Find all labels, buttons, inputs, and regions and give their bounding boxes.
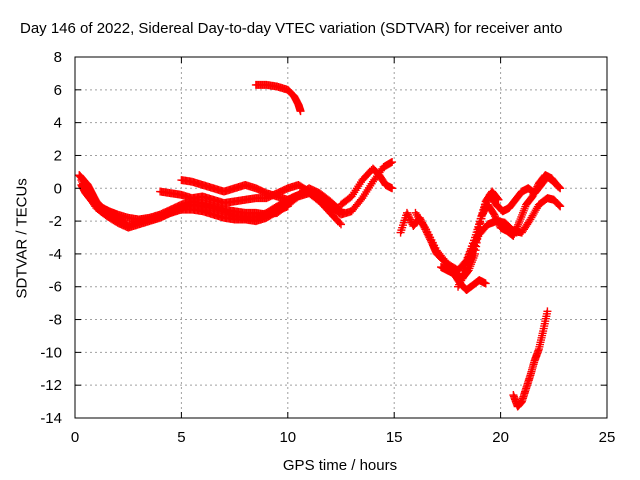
data-points	[75, 80, 565, 411]
data-point	[283, 202, 292, 211]
data-point	[78, 179, 87, 188]
data-point	[514, 218, 523, 227]
data-point	[479, 205, 488, 214]
data-point	[556, 202, 565, 211]
data-point	[477, 214, 486, 223]
data-point	[82, 187, 91, 196]
data-point	[335, 218, 344, 227]
grid	[75, 57, 607, 418]
y-tick-label: -14	[40, 410, 62, 427]
x-axis-label: GPS time / hours	[282, 457, 398, 474]
data-point	[554, 182, 563, 191]
data-point	[81, 185, 90, 194]
series-track-g	[251, 80, 305, 116]
data-point	[555, 201, 564, 210]
series-track-e	[77, 176, 292, 232]
data-point	[296, 107, 305, 116]
data-point	[514, 220, 523, 229]
data-point	[77, 176, 86, 185]
y-tick-label: -12	[40, 377, 62, 394]
data-point	[475, 223, 484, 232]
data-point	[481, 201, 490, 210]
x-tick-label: 20	[492, 429, 509, 446]
data-point	[78, 177, 87, 186]
series-track-d	[177, 176, 345, 216]
y-tick-label: -6	[49, 279, 62, 296]
data-point	[388, 184, 397, 193]
x-tick-label: 10	[279, 429, 296, 446]
data-point	[472, 237, 481, 246]
data-point	[388, 158, 397, 167]
data-point	[473, 232, 482, 241]
plot-frame	[74, 56, 608, 419]
series-track-l	[454, 172, 565, 291]
data-point	[335, 206, 344, 215]
data-point	[476, 219, 485, 228]
data-point	[482, 198, 491, 207]
data-point	[481, 279, 490, 288]
y-tick-label: -8	[49, 312, 62, 329]
data-point	[471, 241, 480, 250]
data-point	[556, 184, 565, 193]
y-tick-label: -2	[49, 213, 62, 230]
data-point	[480, 203, 489, 212]
data-point	[555, 183, 564, 192]
y-tick-label: 8	[54, 49, 62, 66]
chart-title: Day 146 of 2022, Sidereal Day-to-day VTE…	[20, 20, 563, 37]
series-track-f	[337, 164, 397, 209]
y-tick-label: 2	[54, 147, 62, 164]
y-tick-label: -10	[40, 344, 62, 361]
data-point	[82, 188, 91, 197]
x-tick-label: 0	[71, 429, 79, 446]
data-point	[337, 220, 345, 229]
data-point	[481, 200, 490, 209]
data-point	[554, 200, 563, 209]
y-tick-label: 0	[54, 180, 62, 197]
data-point	[474, 228, 483, 237]
x-tick-label: 25	[599, 429, 616, 446]
series-track-m	[509, 307, 552, 411]
x-tick-label: 15	[386, 429, 403, 446]
data-point	[478, 210, 487, 219]
data-point	[79, 181, 88, 190]
data-point	[80, 183, 89, 192]
y-axis-label: SDTVAR / TECUs	[13, 178, 31, 299]
y-tick-label: -4	[49, 246, 62, 263]
y-tick-label: 4	[54, 115, 62, 132]
y-tick-label: 6	[54, 82, 62, 99]
x-tick-label: 5	[177, 429, 185, 446]
data-point	[543, 307, 552, 316]
